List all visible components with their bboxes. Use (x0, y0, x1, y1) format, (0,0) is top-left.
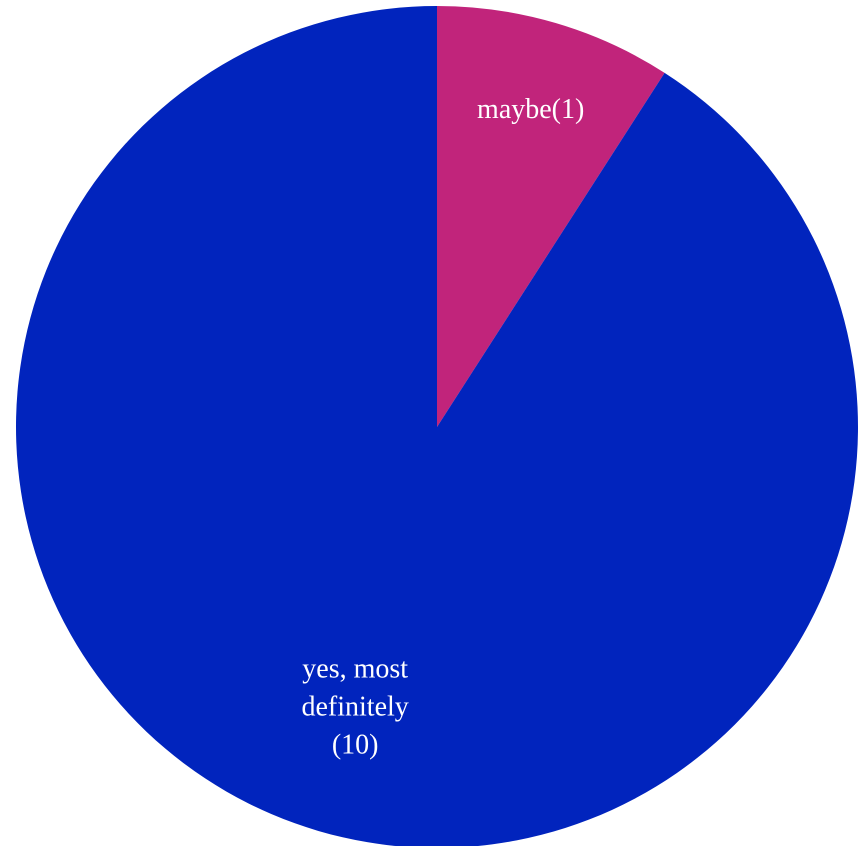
pie-slice-label-line: yes, most (302, 654, 408, 685)
pie-slice-yes-most-definitely (16, 6, 858, 846)
pie-slice-label-yes-most-definitely: yes, most definitely (10) (302, 654, 409, 761)
pie-slice-label-line: (10) (332, 730, 379, 761)
pie-slice-label-line: maybe(1) (477, 94, 584, 125)
pie-slice-label-line: definitely (302, 692, 409, 723)
pie-slice-label-maybe: maybe(1) (477, 94, 584, 125)
pie-slice-maybe (437, 6, 665, 427)
